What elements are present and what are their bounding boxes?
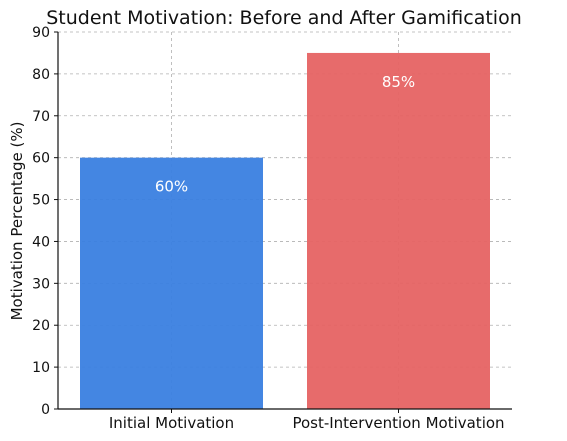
bar xyxy=(307,52,490,409)
y-tick-label: 50 xyxy=(32,193,50,209)
y-tick-label: 10 xyxy=(32,360,50,376)
x-tick-label: Post-Intervention Motivation xyxy=(292,414,504,432)
data-label: 60% xyxy=(155,178,188,196)
x-ticks: Initial Motivation Post-Intervention Moti… xyxy=(109,409,505,432)
chart-title: Student Motivation: Before and After Gam… xyxy=(46,7,522,29)
x-tick-label: Initial Motivation xyxy=(109,414,234,432)
y-tick-label: 80 xyxy=(32,67,50,83)
y-axis-label: Motivation Percentage (%) xyxy=(8,122,26,321)
y-tick-label: 70 xyxy=(32,109,50,125)
data-labels: 60% 85% xyxy=(155,73,415,196)
y-ticks: 0 10 20 30 40 50 60 70 80 90 xyxy=(32,25,58,418)
y-tick-label: 40 xyxy=(32,234,50,250)
y-tick-label: 60 xyxy=(32,151,50,167)
y-tick-label: 90 xyxy=(32,25,50,41)
bars xyxy=(80,52,490,409)
y-tick-label: 30 xyxy=(32,276,50,292)
y-tick-label: 0 xyxy=(41,402,50,418)
data-label: 85% xyxy=(382,73,415,91)
bar xyxy=(80,157,263,409)
y-tick-label: 20 xyxy=(32,318,50,334)
axes xyxy=(57,32,512,410)
